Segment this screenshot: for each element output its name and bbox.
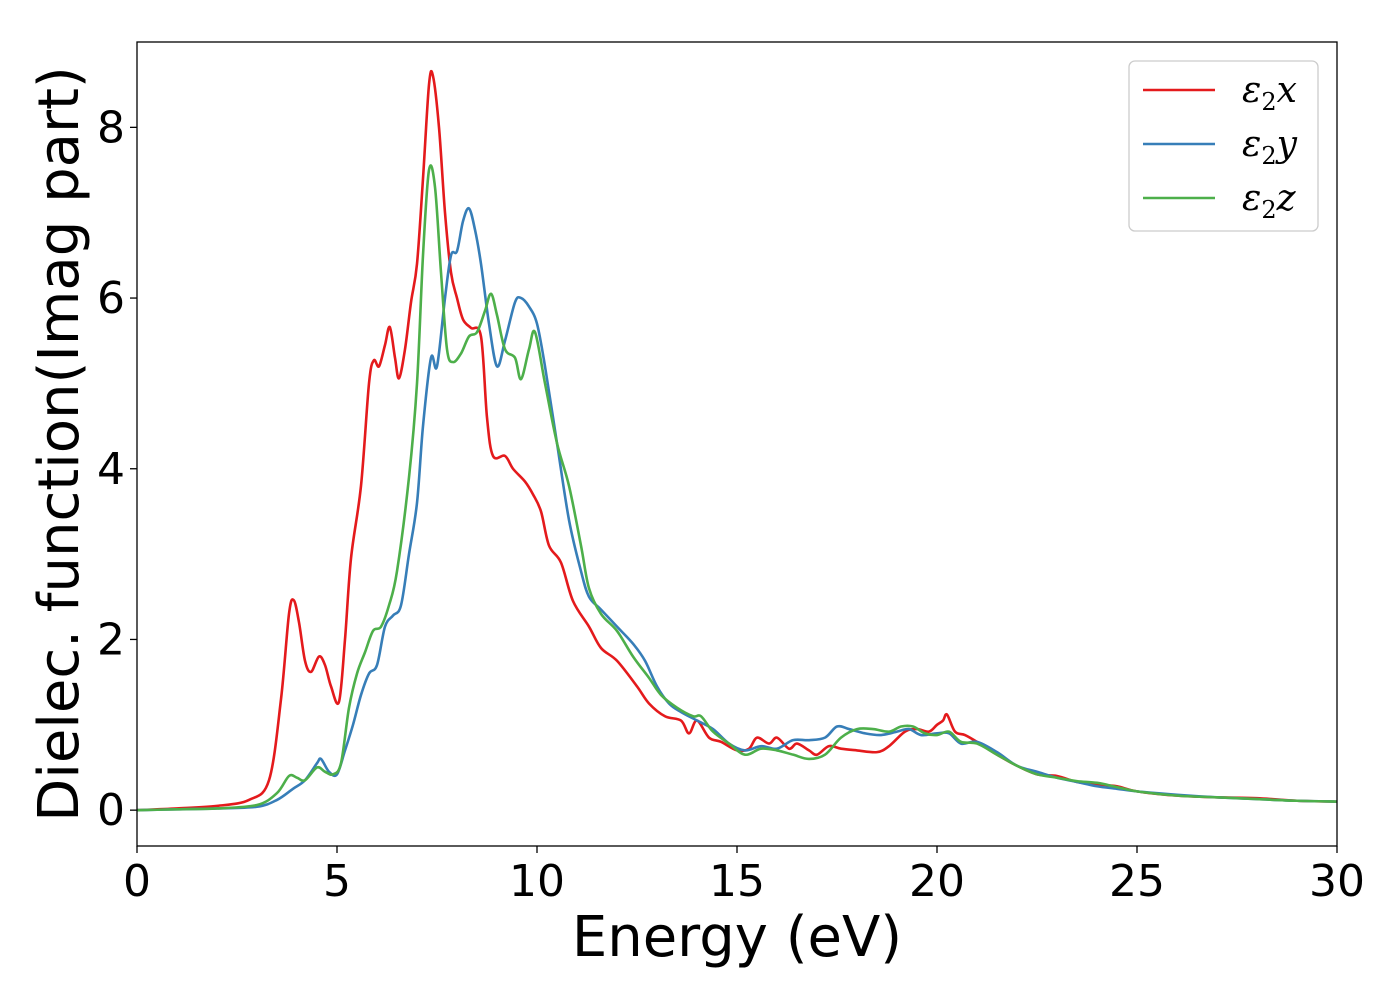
x-tick-label: 20 [909,856,965,907]
series-line-y [137,206,1337,812]
axis-ticks: 0 5 10 15 20 25 30 0 2 4 6 8 [97,102,1365,907]
x-tick-label: 30 [1309,856,1365,907]
legend-box [1128,60,1319,232]
y-tick-label: 4 [97,444,125,495]
x-tick-label: 5 [323,856,351,907]
legend-label-x: ε2x [1242,70,1297,116]
series-line-z [137,164,1337,812]
x-tick-label: 25 [1109,856,1165,907]
y-tick-label: 0 [97,785,125,836]
legend-items: ε2x ε2y ε2z [1143,70,1298,224]
y-tick-label: 8 [97,102,125,153]
legend: ε2x ε2y ε2z [1128,60,1319,232]
y-axis-label: Dielec. function(Imag part) [27,66,92,822]
x-tick-label: 10 [509,856,565,907]
legend-label-y: ε2y [1242,124,1298,170]
series-line-x [137,69,1337,812]
x-tick-label: 0 [123,856,151,907]
y-tick-label: 6 [97,273,125,324]
x-axis-label: Energy (eV) [572,905,902,970]
legend-label-z: ε2z [1242,178,1297,224]
series-layer [137,69,1337,812]
y-tick-label: 2 [97,614,125,665]
x-tick-label: 15 [709,856,765,907]
